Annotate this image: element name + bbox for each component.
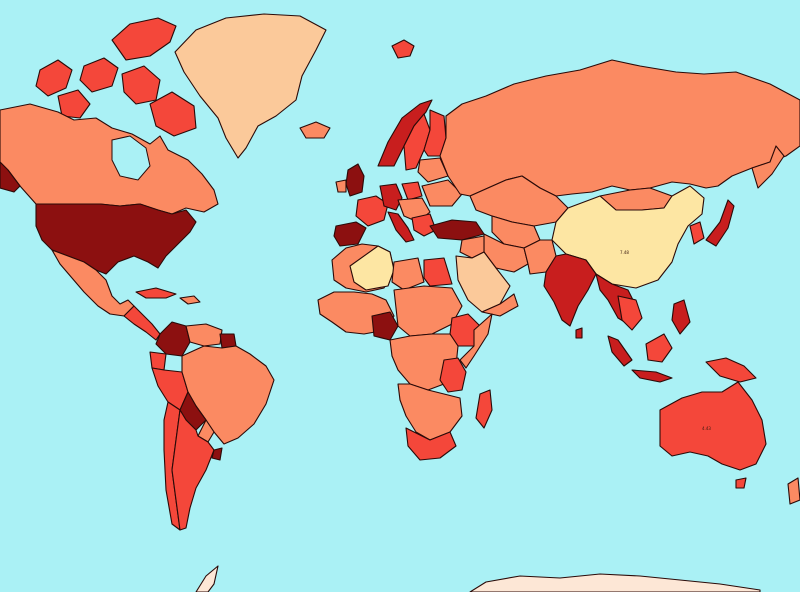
region-svalbard[interactable] [391, 39, 415, 59]
region-saudi-arabia[interactable] [455, 251, 511, 313]
region-kenya-tanzania[interactable] [439, 357, 467, 393]
region-argentina[interactable] [171, 409, 215, 531]
region-canada-arctic-3[interactable] [79, 57, 119, 93]
region-finland[interactable] [423, 109, 447, 157]
region-antarctica[interactable] [469, 573, 761, 592]
region-italy[interactable] [387, 211, 415, 243]
region-france[interactable] [355, 195, 389, 227]
region-sumatra[interactable] [607, 335, 633, 367]
region-canada-arctic-6[interactable] [57, 89, 91, 119]
region-ireland[interactable] [335, 179, 347, 193]
region-venezuela[interactable] [185, 323, 223, 347]
region-thailand-vietnam[interactable] [617, 295, 643, 331]
region-cuba[interactable] [135, 287, 177, 299]
region-ukraine[interactable] [421, 179, 463, 207]
region-egypt[interactable] [423, 257, 453, 287]
region-russia[interactable] [439, 59, 800, 197]
region-southern-africa[interactable] [397, 383, 463, 441]
region-australia[interactable] [659, 381, 767, 471]
region-balkans[interactable] [411, 213, 437, 237]
region-spain[interactable] [333, 221, 367, 247]
region-somalia[interactable] [459, 313, 493, 369]
region-colombia[interactable] [155, 321, 191, 357]
region-philippines[interactable] [671, 299, 691, 335]
region-central-america[interactable] [123, 305, 161, 341]
region-nigeria[interactable] [371, 311, 399, 341]
region-uk[interactable] [345, 163, 365, 197]
region-korea[interactable] [689, 221, 705, 245]
hudson-bay [111, 135, 151, 181]
region-greenland[interactable] [174, 13, 327, 159]
region-japan[interactable] [705, 199, 735, 247]
region-sri-lanka[interactable] [575, 327, 583, 339]
region-algeria[interactable] [349, 245, 395, 291]
region-alaska[interactable] [0, 161, 21, 193]
region-tasmania[interactable] [735, 477, 747, 489]
region-uruguay[interactable] [211, 447, 223, 461]
region-south-africa[interactable] [405, 427, 457, 461]
region-poland[interactable] [401, 181, 423, 201]
region-norway[interactable] [377, 99, 433, 167]
region-new-guinea[interactable] [705, 357, 757, 383]
region-madagascar[interactable] [475, 389, 493, 429]
region-borneo[interactable] [645, 333, 673, 363]
region-canada-arctic-4[interactable] [121, 65, 161, 105]
region-baltics-belarus[interactable] [417, 157, 449, 183]
region-new-zealand[interactable] [787, 477, 800, 505]
region-canada-arctic-1[interactable] [111, 17, 177, 61]
australia-value-label: 4.43 [702, 426, 711, 431]
china-value-label: 7.48 [620, 250, 629, 255]
region-canada-arctic-2[interactable] [35, 59, 73, 97]
region-yemen-oman[interactable] [481, 293, 519, 317]
region-mexico[interactable] [51, 249, 135, 317]
region-libya[interactable] [391, 257, 425, 291]
region-canada-arctic-5[interactable] [149, 91, 197, 137]
region-java[interactable] [631, 369, 673, 383]
region-ecuador[interactable] [149, 351, 167, 371]
region-antarctic-peninsula[interactable] [195, 565, 219, 592]
region-hispaniola[interactable] [179, 295, 201, 305]
region-kamchatka-sakhalin[interactable] [751, 145, 785, 189]
region-india[interactable] [543, 253, 597, 327]
region-iceland[interactable] [299, 121, 331, 139]
